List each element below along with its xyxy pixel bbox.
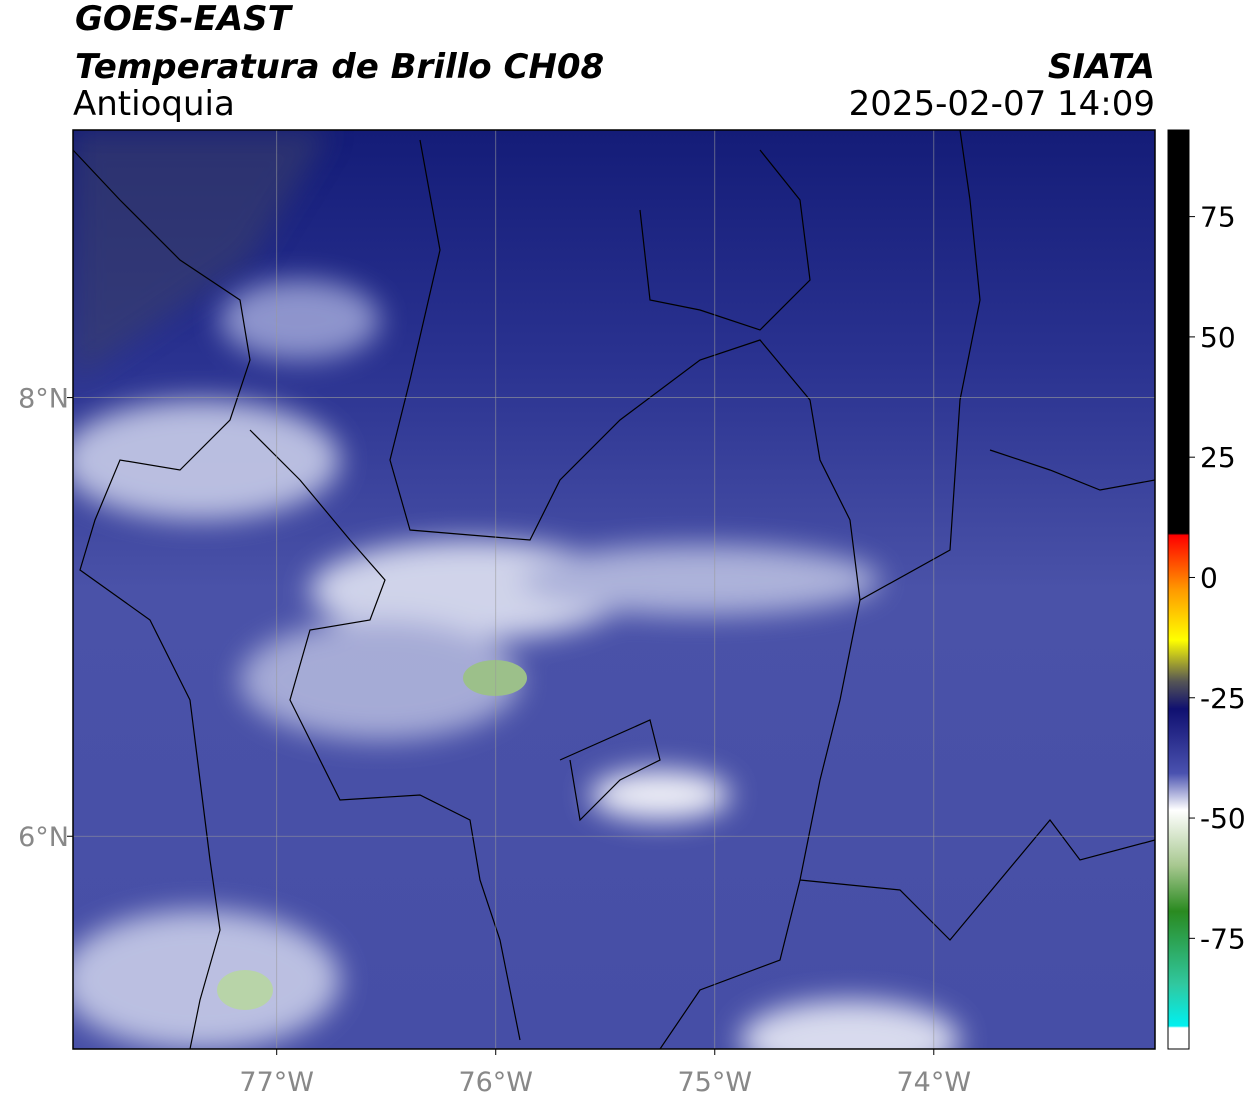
x-tick-label: 74°W [897, 1067, 972, 1098]
colorbar-tick-label: -75 [1200, 922, 1246, 955]
x-tick-label: 76°W [458, 1067, 533, 1098]
y-tick-label: 8°N [18, 384, 69, 415]
colorbar-tick-label: 0 [1200, 561, 1218, 594]
title: GOES-EAST [75, 0, 294, 39]
colorbar-tick-label: -50 [1200, 802, 1246, 835]
x-tick-label: 75°W [677, 1067, 752, 1098]
subtitle: Temperatura de Brillo CH08 [75, 47, 604, 87]
colorbar-tick-label: 50 [1200, 321, 1236, 354]
colorbar-tick-label: 75 [1200, 201, 1236, 234]
datetime: 2025-02-07 14:09 [849, 84, 1155, 124]
x-tick-label: 77°W [239, 1067, 314, 1098]
colorbar-tick-label: -25 [1200, 682, 1246, 715]
y-tick-label: 6°N [18, 822, 69, 853]
graticule [73, 130, 1155, 1049]
map-frame [72, 129, 1156, 1050]
source: SIATA [1048, 47, 1155, 87]
colorbar [1167, 129, 1190, 1050]
colorbar-tick-label: 25 [1200, 441, 1236, 474]
satellite-image [73, 130, 1155, 1049]
region: Antioquia [73, 84, 235, 124]
